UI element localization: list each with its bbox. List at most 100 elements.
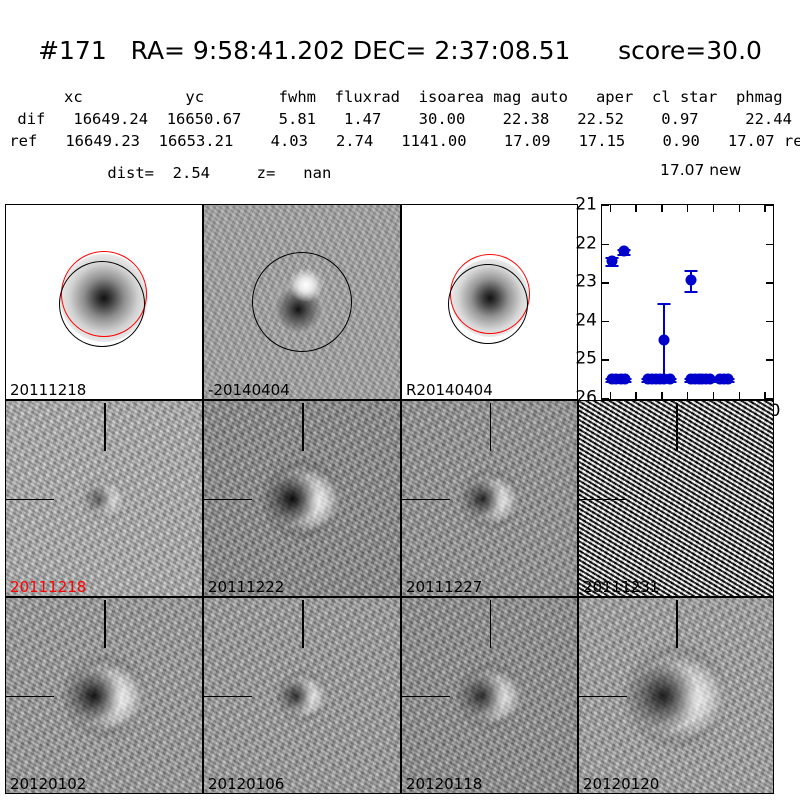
crosshair-tick-horizontal [6, 695, 54, 698]
table-column-headers: xc yc fwhm fluxrad isoarea mag auto aper… [17, 88, 783, 106]
aperture-circle-new [447, 263, 528, 344]
data-point [685, 274, 697, 286]
stamp-epoch[interactable]: 20111231 [578, 400, 774, 597]
stamp-label: 20111231 [583, 578, 660, 596]
error-bar-cap [657, 303, 671, 306]
crosshair-tick-horizontal [579, 695, 627, 698]
x-axis-tick [661, 392, 663, 399]
y-axis-tick-right [766, 282, 773, 284]
crosshair-tick-horizontal [6, 498, 54, 501]
y-axis-label: 24 [575, 310, 597, 331]
crosshair-tick-vertical [489, 600, 492, 648]
stamp-reference-image[interactable]: R20140404 [401, 204, 578, 400]
y-axis-label: 21 [575, 194, 597, 215]
residual-blob [459, 468, 520, 529]
stamp-label: -20140404 [208, 381, 290, 399]
crosshair-tick-vertical [302, 403, 304, 451]
crosshair-tick-horizontal [402, 498, 450, 501]
aperture-circle-new [252, 252, 352, 352]
x-axis-tick-top [609, 205, 612, 212]
stamp-grid: 20111218 -20140404 R20140404 21 22 23 24 25 2… [5, 196, 780, 794]
data-point [606, 255, 618, 267]
y-axis-label: 23 [575, 271, 597, 292]
y-axis-label: 25 [575, 348, 597, 369]
stamp-label: 20120102 [10, 775, 87, 793]
crosshair-tick-vertical [676, 403, 678, 451]
error-bar-cap [684, 290, 698, 293]
crosshair-tick-vertical [104, 403, 106, 451]
y-axis-tick [602, 243, 609, 245]
y-axis-tick [602, 282, 609, 284]
y-axis-tick [602, 320, 609, 323]
stamp-epoch[interactable]: 20120102 [5, 597, 203, 794]
page-title: #171 RA= 9:58:41.202 DEC= 2:37:08.51 sco… [38, 36, 762, 65]
stamp-label: 20111227 [406, 578, 483, 596]
residual-blob [82, 476, 126, 521]
stamp-epoch[interactable]: 20111227 [401, 400, 578, 597]
table-row-dif: dif 16649.24 16650.67 5.81 1.47 30.00 22… [8, 110, 792, 128]
x-axis-tick [712, 392, 715, 399]
x-axis-tick-top [738, 205, 740, 212]
x-axis-tick [609, 392, 612, 399]
stamp-epoch[interactable]: 20111222 [203, 400, 401, 597]
stamp-label: 20120106 [208, 775, 285, 793]
y-axis-tick-right [766, 320, 773, 323]
stamp-label: 20111218 [10, 381, 87, 399]
x-axis-tick-top [764, 205, 766, 212]
stamp-label: 20120120 [583, 775, 660, 793]
y-axis-tick-right [766, 359, 773, 361]
data-point [704, 373, 716, 385]
y-axis-tick-right [766, 243, 773, 245]
x-axis-tick [738, 392, 740, 399]
crosshair-tick-vertical [676, 600, 678, 648]
y-axis-tick [602, 359, 609, 361]
stamp-new-image[interactable]: 20111218 [5, 204, 203, 400]
y-axis-tick [602, 205, 609, 207]
stamp-label: 20111222 [208, 578, 285, 596]
crosshair-tick-horizontal [204, 695, 252, 698]
residual-blob [62, 653, 146, 738]
stamp-label: 20120118 [406, 775, 483, 793]
light-curve-axes: 212223242526020406080100120 [575, 196, 780, 420]
stamp-epoch[interactable]: 20120106 [203, 597, 401, 794]
table-row-ref: ref 16649.23 16653.21 4.03 2.74 1141.00 … [0, 132, 800, 150]
residual-blob [276, 669, 328, 722]
stamp-epoch[interactable]: 20111218 [5, 400, 203, 597]
x-axis-tick-top [635, 205, 637, 212]
x-axis-tick-top [712, 205, 715, 212]
stamp-epoch[interactable]: 20120118 [401, 597, 578, 794]
y-axis-tick [602, 398, 609, 400]
y-axis-tick-right [766, 398, 773, 400]
stamp-label: 20111218 [10, 578, 87, 596]
dist-redshift-line: dist= 2.54 z= nan [70, 164, 332, 182]
residual-blob [262, 458, 342, 539]
data-point [658, 334, 670, 346]
crosshair-tick-horizontal [402, 695, 450, 698]
crosshair-tick-horizontal [579, 498, 627, 501]
crosshair-tick-vertical [104, 600, 106, 648]
residual-blob [624, 643, 728, 748]
light-curve-plot[interactable]: 212223242526020406080100120 [575, 196, 780, 420]
stamp-difference-image[interactable]: -20140404 [203, 204, 401, 400]
x-axis-tick [635, 392, 637, 399]
x-axis-tick [764, 392, 766, 399]
x-axis-tick-top [661, 205, 663, 212]
stamp-epoch[interactable]: 20120120 [578, 597, 774, 794]
data-point [618, 245, 630, 257]
error-bar-cap [684, 269, 698, 272]
crosshair-tick-vertical [302, 600, 304, 648]
stamp-label: R20140404 [406, 381, 493, 399]
phmag-new-value: 17.07 new [660, 161, 742, 179]
residual-blob [455, 661, 524, 730]
data-point [664, 373, 676, 385]
data-point [722, 373, 734, 385]
y-axis-tick-right [766, 205, 773, 207]
x-axis-tick-top [687, 205, 689, 212]
crosshair-tick-horizontal [204, 498, 252, 501]
y-axis-label: 22 [575, 233, 597, 254]
data-point [619, 373, 631, 385]
aperture-circle-new [59, 260, 146, 347]
x-axis-tick [687, 392, 689, 399]
crosshair-tick-vertical [489, 403, 492, 451]
